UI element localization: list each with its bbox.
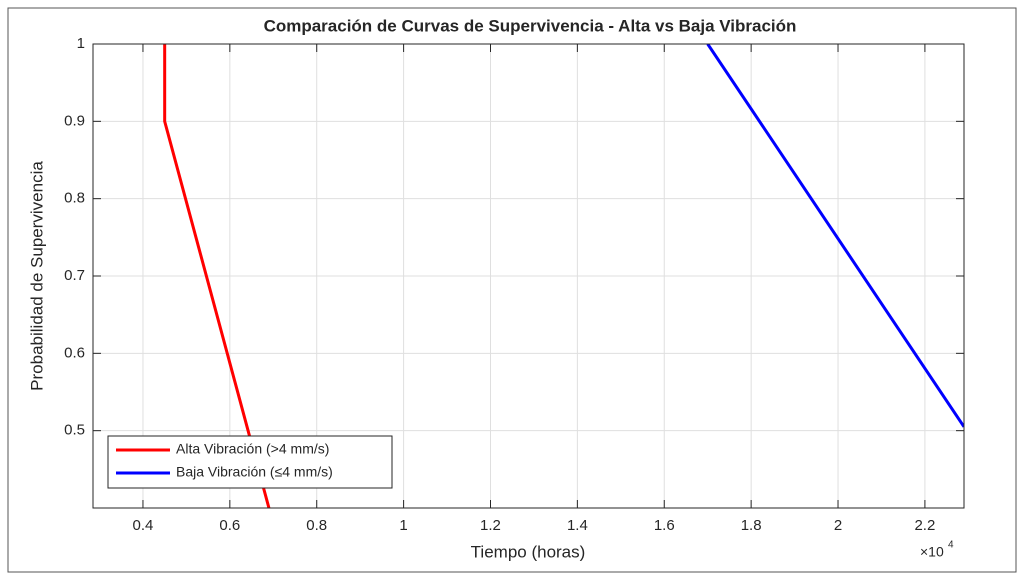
x-tick-label: 2.2: [914, 517, 935, 534]
x-tick-label: 1.4: [567, 517, 588, 534]
x-tick-label: 0.8: [306, 517, 327, 534]
x-exponent-base: ×10: [920, 544, 944, 560]
x-tick-label: 1.6: [654, 517, 675, 534]
legend-label: Baja Vibración (≤4 mm/s): [176, 464, 333, 480]
legend-box: [107, 435, 393, 489]
x-axis-label: Tiempo (horas): [471, 542, 586, 561]
x-exponent-power: 4: [948, 540, 954, 551]
y-tick-label: 0.5: [64, 422, 85, 439]
legend-label: Alta Vibración (>4 mm/s): [176, 441, 329, 457]
x-tick-label: 1.2: [480, 517, 501, 534]
axes-box: [92, 43, 965, 509]
y-tick-label: 0.8: [64, 190, 85, 207]
x-tick-label: 1.8: [741, 517, 762, 534]
y-tick-label: 1: [77, 35, 85, 52]
x-tick-label: 0.6: [219, 517, 240, 534]
y-tick-label: 0.6: [64, 344, 85, 361]
y-axis-label: Probabilidad de Supervivencia: [27, 161, 46, 391]
x-tick-label: 2: [834, 517, 842, 534]
line-series: [163, 44, 271, 508]
y-tick-label: 0.7: [64, 267, 85, 284]
x-tick-label: 0.4: [133, 517, 154, 534]
y-tick-label: 0.9: [64, 112, 85, 129]
line-series: [706, 44, 964, 428]
x-tick-label: 1: [399, 517, 407, 534]
plot-lines: [163, 44, 964, 508]
chart-title: Comparación de Curvas de Supervivencia -…: [264, 16, 797, 35]
